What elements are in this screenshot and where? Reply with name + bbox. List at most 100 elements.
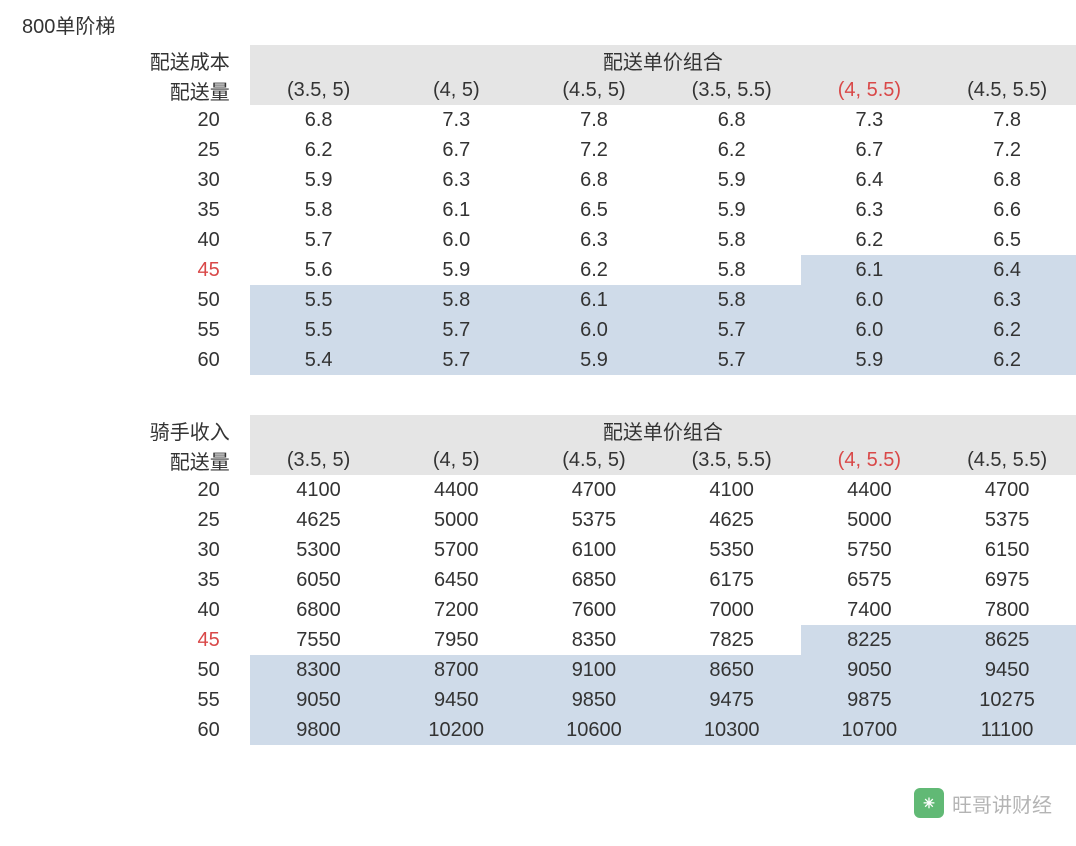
row-label: 45 xyxy=(120,255,250,285)
column-header: (4.5, 5.5) xyxy=(938,75,1076,105)
data-cell: 6.8 xyxy=(938,165,1076,195)
data-cell: 11100 xyxy=(938,715,1076,745)
data-cell: 5.7 xyxy=(663,315,801,345)
data-cell: 6975 xyxy=(938,565,1076,595)
data-cell: 5.7 xyxy=(250,225,388,255)
row-label: 40 xyxy=(120,225,250,255)
row-label: 25 xyxy=(120,505,250,535)
row-label: 45 xyxy=(120,625,250,655)
watermark-text: 旺哥讲财经 xyxy=(952,789,1052,818)
data-cell: 6850 xyxy=(525,565,663,595)
data-cell: 6175 xyxy=(663,565,801,595)
row-label: 30 xyxy=(120,165,250,195)
data-cell: 4100 xyxy=(663,475,801,505)
data-cell: 9850 xyxy=(525,685,663,715)
data-cell: 10600 xyxy=(525,715,663,745)
data-cell: 4625 xyxy=(250,505,388,535)
data-cell: 6.0 xyxy=(387,225,525,255)
data-cell: 6.7 xyxy=(801,135,939,165)
data-cell: 6.1 xyxy=(387,195,525,225)
data-cell: 5000 xyxy=(801,505,939,535)
data-cell: 5.9 xyxy=(525,345,663,375)
data-cell: 5350 xyxy=(663,535,801,565)
data-cell: 6.2 xyxy=(938,315,1076,345)
data-cell: 8300 xyxy=(250,655,388,685)
row-label: 60 xyxy=(120,345,250,375)
data-cell: 6.8 xyxy=(525,165,663,195)
data-cell: 8700 xyxy=(387,655,525,685)
data-cell: 5375 xyxy=(525,505,663,535)
data-cell: 5.9 xyxy=(663,195,801,225)
watermark: ✳ 旺哥讲财经 xyxy=(914,788,1052,818)
data-cell: 6.3 xyxy=(387,165,525,195)
data-cell: 9800 xyxy=(250,715,388,745)
data-cell: 6.5 xyxy=(938,225,1076,255)
data-cell: 9050 xyxy=(250,685,388,715)
row-label: 60 xyxy=(120,715,250,745)
data-cell: 10300 xyxy=(663,715,801,745)
data-cell: 9050 xyxy=(801,655,939,685)
column-header: (3.5, 5.5) xyxy=(663,75,801,105)
row-label: 20 xyxy=(120,105,250,135)
columns-super-header: 配送单价组合 xyxy=(250,45,1076,75)
data-cell: 6800 xyxy=(250,595,388,625)
data-cell: 6.0 xyxy=(801,285,939,315)
data-cell: 7550 xyxy=(250,625,388,655)
data-cell: 6.4 xyxy=(801,165,939,195)
data-cell: 7.8 xyxy=(938,105,1076,135)
data-cell: 5.5 xyxy=(250,285,388,315)
row-label: 40 xyxy=(120,595,250,625)
data-cell: 4100 xyxy=(250,475,388,505)
data-cell: 7950 xyxy=(387,625,525,655)
data-cell: 9450 xyxy=(938,655,1076,685)
data-cell: 8225 xyxy=(801,625,939,655)
row-label: 55 xyxy=(120,315,250,345)
data-cell: 5.7 xyxy=(387,315,525,345)
data-cell: 7825 xyxy=(663,625,801,655)
data-cell: 6575 xyxy=(801,565,939,595)
data-cell: 6.1 xyxy=(525,285,663,315)
data-cell: 9450 xyxy=(387,685,525,715)
column-header: (4, 5.5) xyxy=(801,75,939,105)
data-cell: 5.5 xyxy=(250,315,388,345)
column-header: (4, 5.5) xyxy=(801,445,939,475)
data-cell: 6.4 xyxy=(938,255,1076,285)
row-label: 30 xyxy=(120,535,250,565)
data-cell: 5.8 xyxy=(663,225,801,255)
data-cell: 7200 xyxy=(387,595,525,625)
data-cell: 5.7 xyxy=(387,345,525,375)
data-cell: 7.2 xyxy=(938,135,1076,165)
row-label: 35 xyxy=(120,195,250,225)
data-cell: 6.3 xyxy=(801,195,939,225)
row-label: 50 xyxy=(120,285,250,315)
data-cell: 7.2 xyxy=(525,135,663,165)
data-cell: 6150 xyxy=(938,535,1076,565)
page-title: 800单阶梯 xyxy=(0,0,1076,45)
row-label: 50 xyxy=(120,655,250,685)
data-cell: 5.8 xyxy=(663,285,801,315)
data-cell: 5700 xyxy=(387,535,525,565)
corner-label-1: 骑手收入 xyxy=(120,415,250,445)
data-cell: 7.8 xyxy=(525,105,663,135)
data-cell: 6.0 xyxy=(801,315,939,345)
data-cell: 8625 xyxy=(938,625,1076,655)
data-cell: 10200 xyxy=(387,715,525,745)
column-header: (3.5, 5.5) xyxy=(663,445,801,475)
data-cell: 10700 xyxy=(801,715,939,745)
data-cell: 5300 xyxy=(250,535,388,565)
data-cell: 5.8 xyxy=(387,285,525,315)
data-cell: 5750 xyxy=(801,535,939,565)
row-label: 20 xyxy=(120,475,250,505)
column-header: (4, 5) xyxy=(387,445,525,475)
data-cell: 6.7 xyxy=(387,135,525,165)
data-cell: 6.3 xyxy=(938,285,1076,315)
data-cell: 6.2 xyxy=(250,135,388,165)
data-cell: 4625 xyxy=(663,505,801,535)
data-cell: 7.3 xyxy=(387,105,525,135)
table-rider-income: 骑手收入配送单价组合配送量(3.5, 5)(4, 5)(4.5, 5)(3.5,… xyxy=(120,415,1076,745)
corner-label-2: 配送量 xyxy=(120,445,250,475)
row-label: 55 xyxy=(120,685,250,715)
data-cell: 9475 xyxy=(663,685,801,715)
row-label: 25 xyxy=(120,135,250,165)
data-cell: 6.1 xyxy=(801,255,939,285)
